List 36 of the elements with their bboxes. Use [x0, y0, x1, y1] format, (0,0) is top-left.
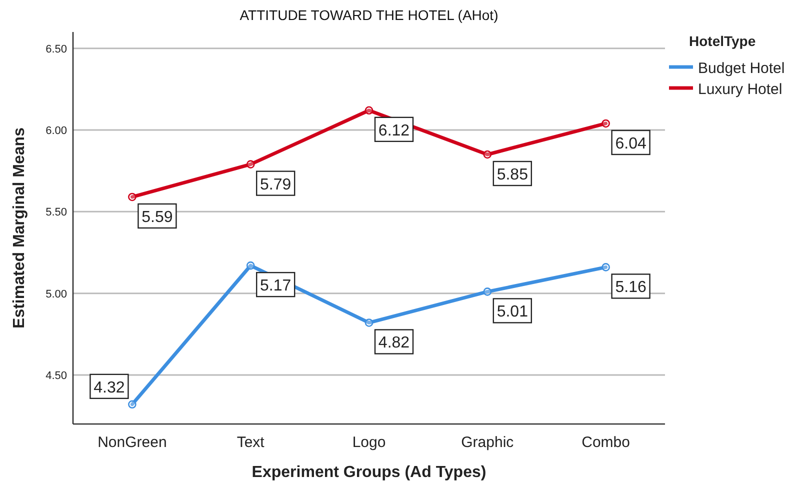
- x-axis-title: Experiment Groups (Ad Types): [252, 464, 486, 481]
- x-tick-label: NonGreen: [98, 434, 167, 451]
- data-label: 5.01: [496, 304, 528, 321]
- point: [128, 400, 136, 409]
- point: [364, 106, 374, 115]
- y-tick-label: 6.50: [46, 43, 67, 56]
- data-label: 5.16: [615, 279, 646, 296]
- data-label: 6.12: [378, 122, 410, 140]
- x-tick-label: Combo: [582, 434, 630, 451]
- legend-label: Luxury Hotel: [698, 81, 782, 98]
- x-tick-label: Text: [236, 434, 266, 451]
- data-label: 5.59: [142, 208, 173, 226]
- point: [246, 261, 255, 270]
- y-tick-label: 4.50: [46, 370, 67, 382]
- data-label: 5.17: [260, 278, 292, 295]
- x-tick-label: Logo: [352, 434, 386, 451]
- point: [364, 318, 374, 327]
- y-tick-label: 6.00: [46, 125, 67, 137]
- legend-label: Budget Hotel: [698, 60, 785, 77]
- y-tick-label: 5.50: [46, 206, 67, 219]
- point: [246, 160, 255, 168]
- data-label: 4.82: [378, 334, 410, 352]
- y-tick-label: 5.00: [46, 288, 67, 300]
- data-label: 5.79: [260, 176, 292, 194]
- point: [483, 150, 492, 159]
- point: [602, 263, 610, 272]
- point: [483, 288, 492, 296]
- data-label: 5.85: [496, 166, 528, 184]
- chart-title: ATTITUDE TOWARD THE HOTEL (AHot): [240, 7, 498, 23]
- data-label: 6.04: [615, 135, 646, 152]
- data-label: 4.32: [94, 379, 125, 396]
- y-axis-title: Estimated Marginal Means: [11, 127, 28, 328]
- point: [602, 119, 610, 128]
- point: [128, 192, 136, 202]
- legend-title: HotelType: [689, 33, 756, 49]
- x-tick-label: Graphic: [461, 434, 514, 451]
